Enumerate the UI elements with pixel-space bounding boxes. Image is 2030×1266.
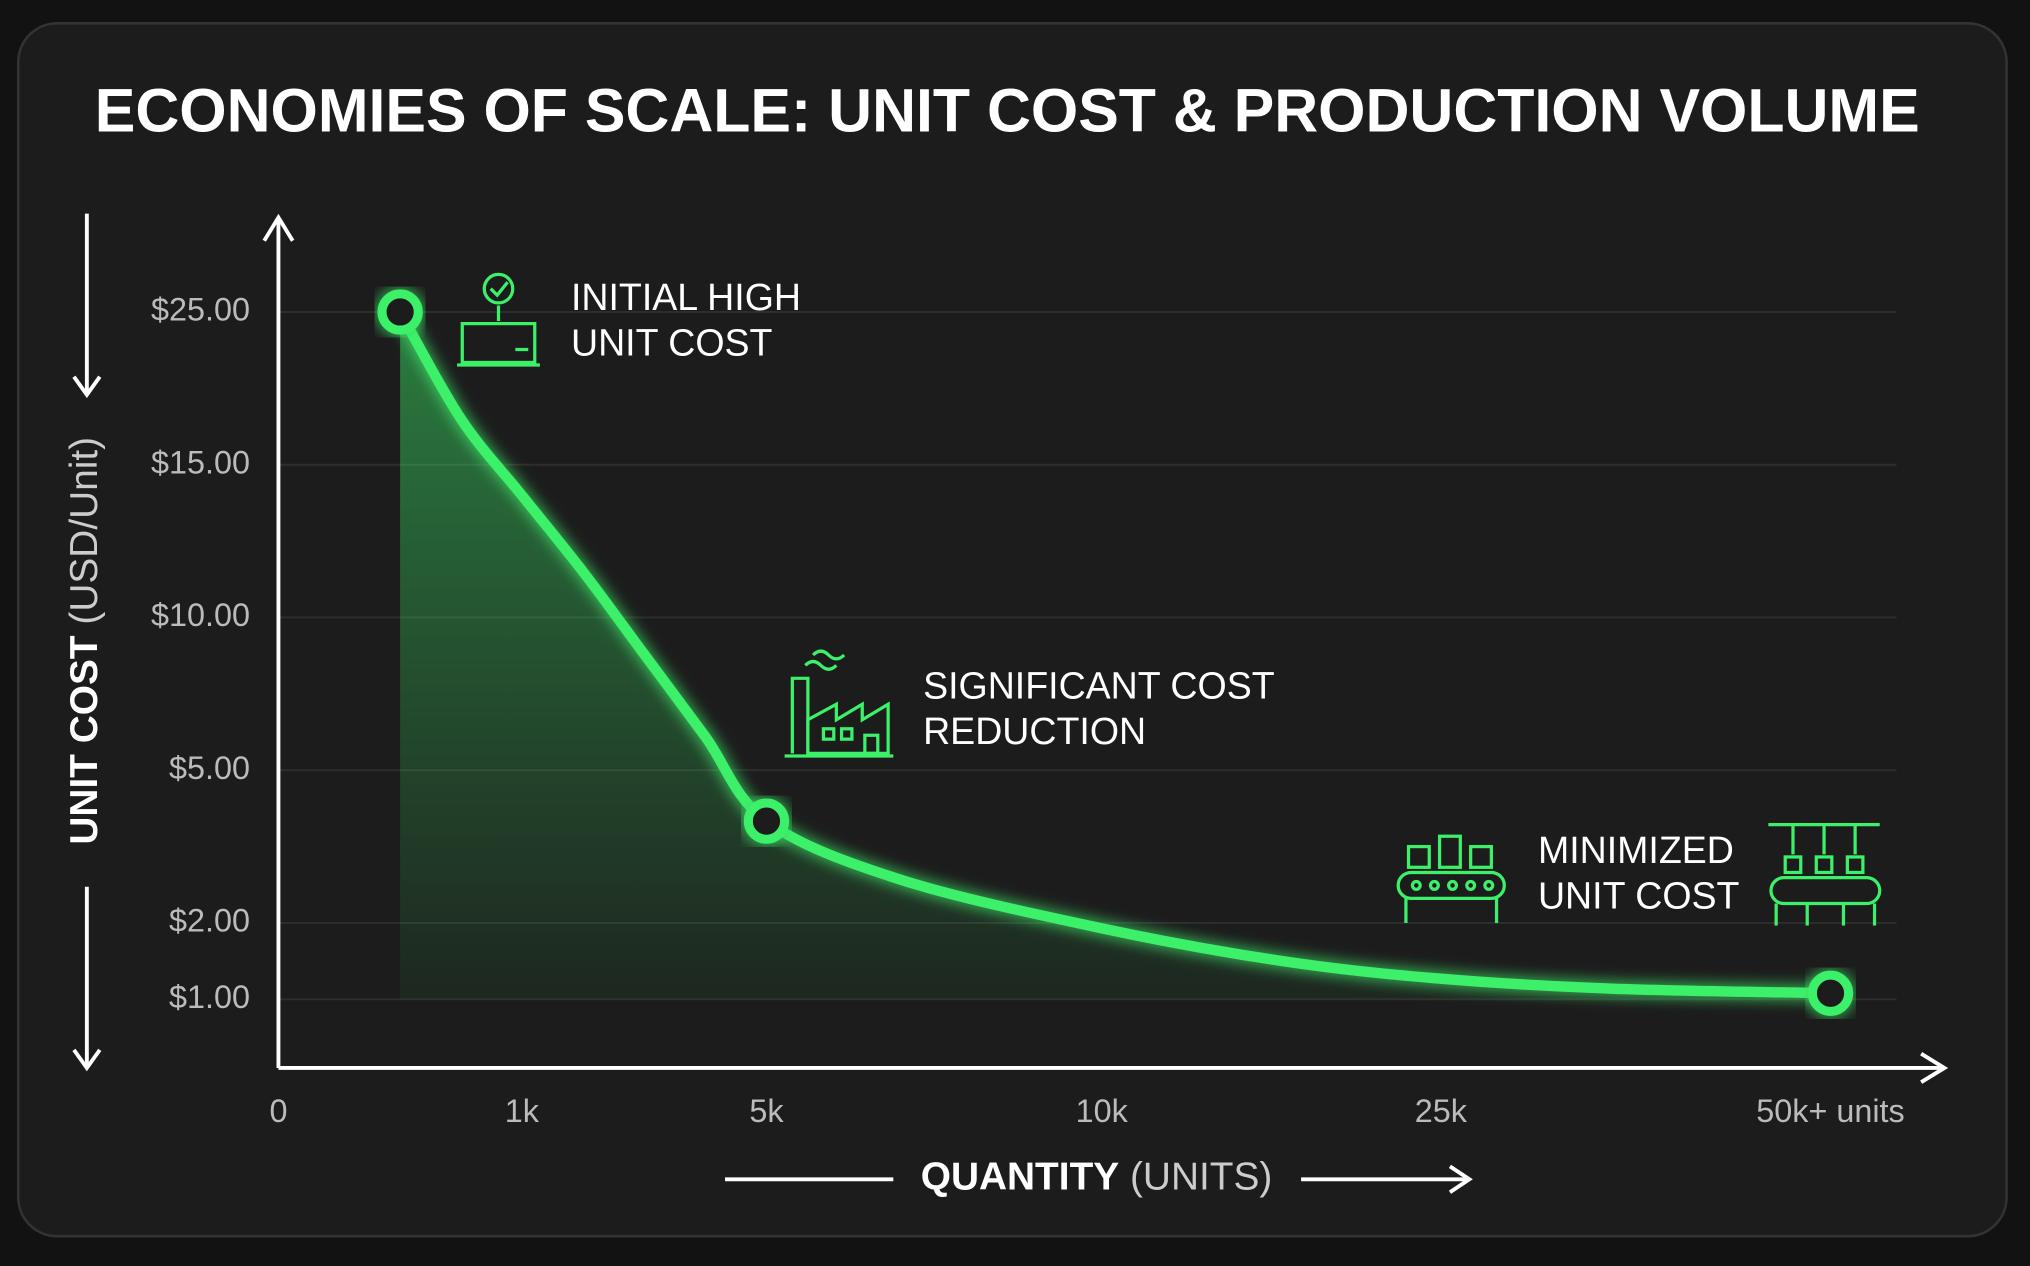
side-arrow-head [72, 1048, 102, 1072]
chart-title: ECONOMIES OF SCALE: UNIT COST & PRODUCTI… [95, 76, 1920, 144]
y-axis-label-unit: (USD/Unit) [63, 437, 106, 625]
factory-icon [784, 649, 894, 758]
x-axis-arrow [1920, 1052, 1949, 1084]
y-tick-label: $5.00 [169, 750, 250, 786]
axes [72, 213, 1949, 1194]
annotation: MINIMIZED [1538, 829, 1734, 871]
icons [457, 272, 1882, 926]
assembly-icon [1768, 822, 1882, 926]
x-tick-label: 5k [749, 1093, 784, 1129]
conveyor-icon [1396, 834, 1506, 923]
y-axis-label-bold: UNIT COST [63, 635, 106, 845]
y-axis-label: UNIT COST (USD/Unit) [63, 437, 106, 845]
curve [394, 306, 1836, 999]
y-axis-arrow [262, 213, 295, 242]
card [16, 22, 2008, 1238]
y-tick-label: $1.00 [169, 979, 250, 1015]
annotation: INITIAL HIGH [571, 276, 801, 318]
y-tick-label: $25.00 [151, 292, 250, 328]
x-tick-label: 0 [269, 1093, 287, 1129]
x-axis-label: QUANTITY (UNITS) [921, 1156, 1273, 1199]
milestone-point [377, 289, 423, 335]
plot [377, 289, 1854, 1016]
x-axis-label-bold: QUANTITY [921, 1156, 1120, 1199]
x-tick-label: 1k [505, 1093, 540, 1129]
y-tick-label: $2.00 [169, 903, 250, 939]
box-icon [457, 272, 540, 367]
x-tick-label: 25k [1415, 1093, 1468, 1129]
y-tick-label: $15.00 [151, 444, 250, 480]
annotation: UNIT COST [571, 322, 773, 364]
annotation: UNIT COST [1538, 874, 1740, 916]
bottom-arrow-head [1448, 1164, 1473, 1194]
annotation: REDUCTION [923, 710, 1146, 752]
milestone-point [743, 798, 790, 844]
x-axis-label-unit: (UNITS) [1130, 1156, 1272, 1199]
side-arrow-head [72, 375, 102, 399]
y-tick-label: $10.00 [151, 597, 250, 633]
x-tick-label: 50k+ units [1756, 1093, 1904, 1129]
annotation: SIGNIFICANT COST [923, 665, 1275, 707]
milestone-point [1807, 970, 1854, 1016]
x-tick-label: 10k [1076, 1093, 1129, 1129]
